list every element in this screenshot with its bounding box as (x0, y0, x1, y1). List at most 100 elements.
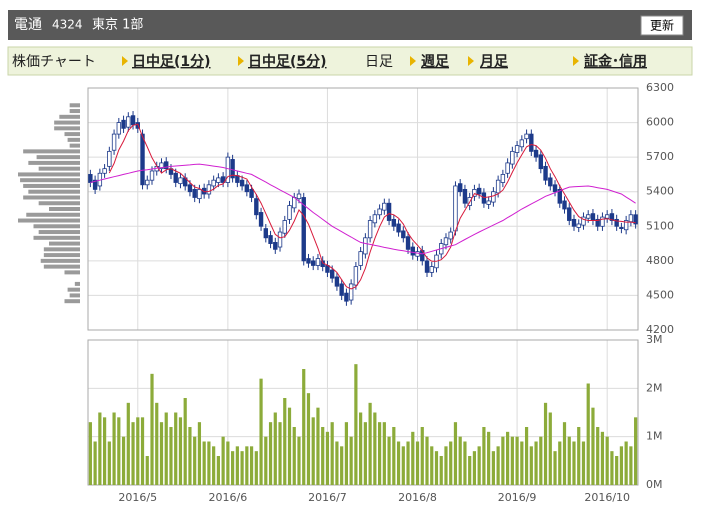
volume-bar (382, 422, 386, 485)
volume-bar (107, 441, 111, 485)
stock-code: 4324 (52, 18, 83, 32)
candle-body (609, 213, 615, 221)
volume-bar (524, 427, 529, 485)
volume-bar (202, 441, 206, 485)
candle-body (552, 184, 558, 193)
candle-body (410, 246, 415, 256)
candle-body (543, 165, 548, 181)
volume-profile-bar (64, 270, 80, 275)
volume-bar (510, 436, 514, 485)
volume-bar (297, 436, 301, 485)
candle-body (88, 174, 93, 183)
nav-link[interactable]: 日中足(5分) (248, 53, 327, 70)
volume-profile-bar (36, 155, 80, 160)
volume-bar (354, 364, 358, 485)
volume-profile-bar (18, 218, 80, 223)
volume-profile-bar (33, 235, 80, 240)
volume-bar (501, 436, 505, 485)
candle-body (533, 149, 539, 158)
y-tick-label: 4800 (646, 254, 674, 267)
volume-bar (216, 456, 220, 485)
volume-bar (302, 369, 306, 485)
volume-bar (249, 446, 254, 485)
candle-body (301, 197, 306, 262)
volume-bar (534, 441, 538, 485)
volume-bar (477, 446, 481, 485)
volume-bar (321, 427, 325, 485)
x-tick-label: 2016/7 (308, 491, 347, 504)
volume-bar (444, 446, 448, 485)
volume-bar (591, 407, 595, 485)
volume-bar (600, 431, 605, 485)
candle-body (619, 227, 624, 229)
volume-bar (117, 417, 121, 485)
volume-bar (287, 407, 292, 485)
volume-bar (264, 436, 268, 485)
volume-bar (221, 436, 225, 485)
candle-body (145, 179, 150, 186)
volume-bar (316, 407, 320, 485)
volume-bar (629, 446, 633, 485)
y-tick-label: 1M (646, 430, 663, 443)
y-tick-label: 4500 (646, 288, 674, 301)
candle-body (457, 183, 463, 193)
volume-bar (487, 431, 491, 485)
candle-body (315, 258, 321, 266)
candle-body (363, 237, 368, 255)
refresh-button[interactable] (640, 15, 684, 36)
candle-body (443, 237, 449, 246)
volume-bar (174, 412, 178, 485)
candle-body (244, 184, 250, 193)
nav-link[interactable]: 週足 (421, 54, 450, 70)
candle-body (225, 156, 231, 183)
volume-bar (577, 427, 581, 485)
arrow (468, 56, 474, 66)
candle-body (562, 200, 567, 210)
candle-body (159, 162, 164, 170)
candle-body (358, 251, 363, 266)
candle-body (491, 191, 496, 203)
candle-body (429, 266, 434, 273)
candle-body (576, 223, 581, 228)
nav-link[interactable]: 月足 (479, 54, 509, 70)
volume-bar (311, 417, 315, 485)
nav-link[interactable]: 日中足(1分) (132, 53, 211, 70)
nav-link[interactable]: 証金･信用 (584, 53, 647, 70)
volume-bar (231, 451, 235, 485)
volume-bar (520, 441, 524, 485)
volume-bar (515, 436, 519, 485)
refresh-label[interactable]: 更新 (650, 18, 674, 33)
volume-bar (562, 422, 567, 485)
volume-profile-bar (69, 103, 80, 108)
candle-body (538, 154, 544, 170)
candle-body (140, 133, 145, 186)
header-bar (8, 10, 692, 40)
volume-bar (207, 441, 211, 485)
volume-bar (368, 402, 372, 485)
candle-body (282, 220, 287, 234)
volume-bar (539, 436, 543, 485)
market: 東京 1部 (92, 17, 143, 33)
candle-body (623, 220, 629, 231)
volume-profile-bar (67, 287, 80, 292)
candle-body (505, 162, 510, 174)
candle-body (296, 193, 302, 200)
candle-body (557, 189, 562, 204)
candle-body (405, 236, 411, 250)
x-tick-label: 2016/8 (398, 491, 437, 504)
volume-profile-bar (54, 120, 80, 125)
volume-bar (273, 412, 277, 485)
volume-bar (548, 412, 552, 485)
volume-bar (268, 422, 273, 485)
volume-bar (439, 456, 443, 485)
candle-body (311, 260, 316, 266)
stock-name: 電通 (14, 17, 42, 33)
volume-bar (529, 446, 533, 485)
volume-bar (610, 451, 614, 485)
volume-bar (325, 431, 330, 485)
volume-bar (254, 451, 258, 485)
volume-bar (449, 441, 453, 485)
candle-body (107, 150, 112, 167)
moving-average (90, 163, 636, 255)
